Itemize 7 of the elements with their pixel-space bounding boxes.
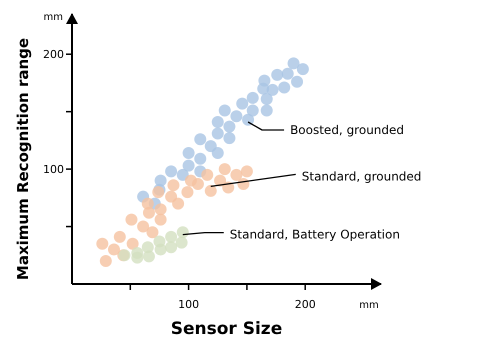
text: mm	[44, 12, 63, 23]
annotation: Boosted, grounded	[290, 123, 404, 137]
text: mm	[359, 300, 379, 311]
y-axis-title: Maximum Recognition range	[14, 38, 32, 280]
annotation: Standard, grounded	[302, 169, 422, 184]
annotation: Standard, Battery Operation	[230, 228, 400, 242]
x-axis-title: Sensor Size	[170, 319, 282, 339]
